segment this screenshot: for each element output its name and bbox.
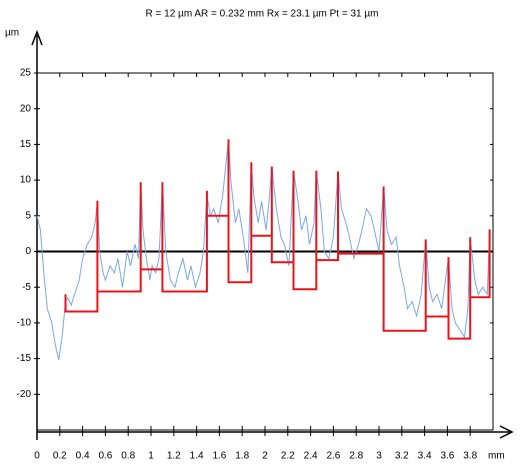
x-tick-label: 2 — [262, 451, 268, 462]
x-tick-label: 1.2 — [167, 451, 181, 462]
x-tick-label: 3.6 — [440, 451, 454, 462]
chart-title: R = 12 µm AR = 0.232 mm Rx = 23.1 µm Pt … — [146, 9, 379, 20]
x-tick-label: 1.4 — [190, 451, 204, 462]
series-line — [36, 139, 491, 361]
x-unit: mm — [488, 451, 505, 462]
y-tick-label: 5 — [25, 210, 31, 221]
y-tick-label: -5 — [22, 282, 31, 293]
y-tick-label: -10 — [17, 318, 32, 329]
y-tick-label: 25 — [20, 68, 32, 79]
x-tick-label: 2.8 — [349, 451, 363, 462]
x-tick-label: 2.4 — [304, 451, 318, 462]
x-tick-label: 3.2 — [395, 451, 409, 462]
x-tick-label: 1.8 — [235, 451, 249, 462]
y-tick-label: -20 — [17, 389, 32, 400]
x-tick-label: 2.2 — [281, 451, 295, 462]
y-tick-label: 0 — [25, 246, 31, 257]
y-tick-label: -15 — [17, 353, 32, 364]
y-tick-label: 10 — [20, 175, 32, 186]
x-tick-label: 3.4 — [418, 451, 432, 462]
x-tick-label: 2.6 — [326, 451, 340, 462]
y-tick-label: 15 — [20, 139, 32, 150]
x-tick-label: 0.2 — [53, 451, 67, 462]
series-line — [64, 139, 491, 340]
x-tick-label: 0.4 — [76, 451, 90, 462]
x-tick-label: 3 — [376, 451, 382, 462]
y-arrow — [31, 29, 43, 46]
x-tick-label: 1.6 — [212, 451, 226, 462]
x-tick-label: 3.8 — [463, 451, 477, 462]
y-unit: µm — [5, 28, 19, 39]
x-tick-label: 0.6 — [98, 451, 112, 462]
x-tick-label: 0 — [34, 451, 40, 462]
y-tick-label: 20 — [20, 103, 32, 114]
x-arrow — [499, 425, 514, 439]
x-tick-label: 1 — [148, 451, 154, 462]
x-tick-label: 0.8 — [121, 451, 135, 462]
